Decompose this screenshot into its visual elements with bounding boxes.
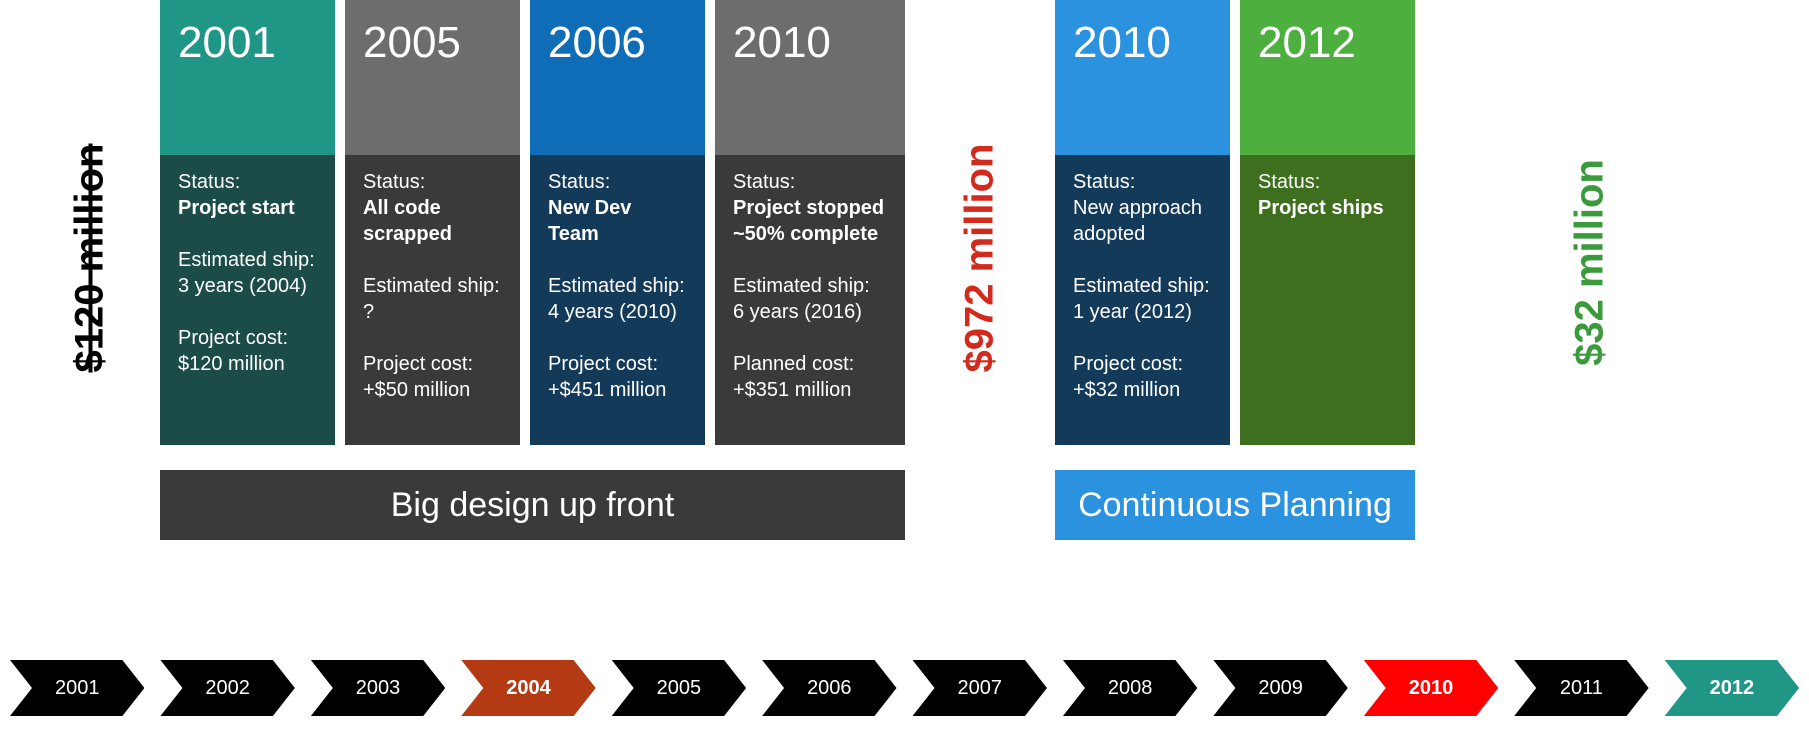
timeline-year-label: 2002 bbox=[205, 677, 250, 700]
field-label: Status: bbox=[733, 169, 887, 195]
field-value: $120 million bbox=[178, 351, 317, 377]
timeline-year-label: 2009 bbox=[1258, 677, 1303, 700]
field-value: Project ships bbox=[1258, 195, 1397, 221]
timeline-year-label: 2005 bbox=[657, 677, 702, 700]
milestone-year: 2001 bbox=[160, 0, 335, 155]
timeline-year-label: 2004 bbox=[506, 677, 551, 700]
field-label: Estimated ship: bbox=[733, 273, 887, 299]
field-value: 4 years (2010) bbox=[548, 299, 687, 325]
field-label: Estimated ship: bbox=[363, 273, 502, 299]
timeline-year-label: 2008 bbox=[1108, 677, 1153, 700]
timeline-year-2003: 2003 bbox=[311, 660, 445, 716]
field-label: Status: bbox=[548, 169, 687, 195]
milestone-year: 2005 bbox=[345, 0, 520, 155]
field-label: Project cost: bbox=[548, 351, 687, 377]
field-value: Project stopped ~50% complete bbox=[733, 195, 887, 247]
timeline-year-label: 2010 bbox=[1409, 677, 1454, 700]
milestone-card-2006-2: 2006 Status:New Dev Team Estimated ship:4 … bbox=[530, 0, 705, 445]
timeline: 2001 2002 2003 2004 2005 2006 2007 2008 2009 2010… bbox=[10, 660, 1799, 716]
milestone-body: Status:All code scrapped Estimated ship:?… bbox=[345, 155, 520, 445]
field-value: +$451 million bbox=[548, 377, 687, 403]
field-value: 1 year (2012) bbox=[1073, 299, 1212, 325]
field-value: +$50 million bbox=[363, 377, 502, 403]
milestone-body: Status:Project stopped ~50% complete Esti… bbox=[715, 155, 905, 445]
milestone-card-2005-1: 2005 Status:All code scrapped Estimated sh… bbox=[345, 0, 520, 445]
timeline-year-label: 2006 bbox=[807, 677, 852, 700]
field-label: Status: bbox=[1073, 169, 1212, 195]
timeline-year-label: 2012 bbox=[1710, 677, 1755, 700]
field-label: Project cost: bbox=[178, 325, 317, 351]
milestone-year: 2010 bbox=[715, 0, 905, 155]
timeline-year-2008: 2008 bbox=[1063, 660, 1197, 716]
field-label: Planned cost: bbox=[733, 351, 887, 377]
timeline-year-2012: 2012 bbox=[1665, 660, 1799, 716]
field-label: Status: bbox=[363, 169, 502, 195]
milestone-body: Status:Project start Estimated ship:3 yea… bbox=[160, 155, 335, 445]
milestone-year: 2012 bbox=[1240, 0, 1415, 155]
timeline-year-2009: 2009 bbox=[1213, 660, 1347, 716]
milestone-card-2010-4: 2010 Status:New approach adopted Estimated… bbox=[1055, 0, 1230, 445]
field-label: Status: bbox=[178, 169, 317, 195]
timeline-year-2010: 2010 bbox=[1364, 660, 1498, 716]
milestone-year: 2010 bbox=[1055, 0, 1230, 155]
timeline-year-2005: 2005 bbox=[612, 660, 746, 716]
milestone-body: Status:New approach adopted Estimated shi… bbox=[1055, 155, 1230, 445]
banner-big-design: Big design up front bbox=[160, 470, 905, 540]
timeline-year-2002: 2002 bbox=[160, 660, 294, 716]
timeline-year-2007: 2007 bbox=[913, 660, 1047, 716]
milestone-card-2010-3: 2010Status:Project stopped ~50% complete… bbox=[715, 0, 905, 445]
field-value: +$351 million bbox=[733, 377, 887, 403]
cost-label-120m: $120 million bbox=[68, 153, 113, 373]
banner-continuous: Continuous Planning bbox=[1055, 470, 1415, 540]
field-value: +$32 million bbox=[1073, 377, 1212, 403]
milestone-card-2001-0: 2001 Status:Project start Estimated ship:3… bbox=[160, 0, 335, 445]
timeline-year-label: 2001 bbox=[55, 677, 100, 700]
field-label: Status: bbox=[1258, 169, 1397, 195]
timeline-year-2001: 2001 bbox=[10, 660, 144, 716]
milestone-card-2012-5: 2012Status:Project ships bbox=[1240, 0, 1415, 445]
field-value: New approach adopted bbox=[1073, 195, 1212, 247]
cost-label-32m: $32 million bbox=[1568, 153, 1613, 373]
field-value: 3 years (2004) bbox=[178, 273, 317, 299]
timeline-year-label: 2007 bbox=[957, 677, 1002, 700]
field-value: Project start bbox=[178, 195, 317, 221]
field-label: Project cost: bbox=[1073, 351, 1212, 377]
milestone-body: Status:New Dev Team Estimated ship:4 year… bbox=[530, 155, 705, 445]
field-label: Estimated ship: bbox=[1073, 273, 1212, 299]
milestone-body: Status:Project ships bbox=[1240, 155, 1415, 445]
timeline-year-2011: 2011 bbox=[1514, 660, 1648, 716]
timeline-year-label: 2003 bbox=[356, 677, 401, 700]
field-value: ? bbox=[363, 299, 502, 325]
field-value: All code scrapped bbox=[363, 195, 502, 247]
milestone-year: 2006 bbox=[530, 0, 705, 155]
field-value: New Dev Team bbox=[548, 195, 687, 247]
field-label: Estimated ship: bbox=[178, 247, 317, 273]
timeline-year-2004: 2004 bbox=[461, 660, 595, 716]
field-label: Estimated ship: bbox=[548, 273, 687, 299]
cost-label-972m: $972 million bbox=[958, 153, 1003, 373]
field-value: 6 years (2016) bbox=[733, 299, 887, 325]
field-label: Project cost: bbox=[363, 351, 502, 377]
timeline-year-2006: 2006 bbox=[762, 660, 896, 716]
timeline-year-label: 2011 bbox=[1560, 677, 1603, 700]
